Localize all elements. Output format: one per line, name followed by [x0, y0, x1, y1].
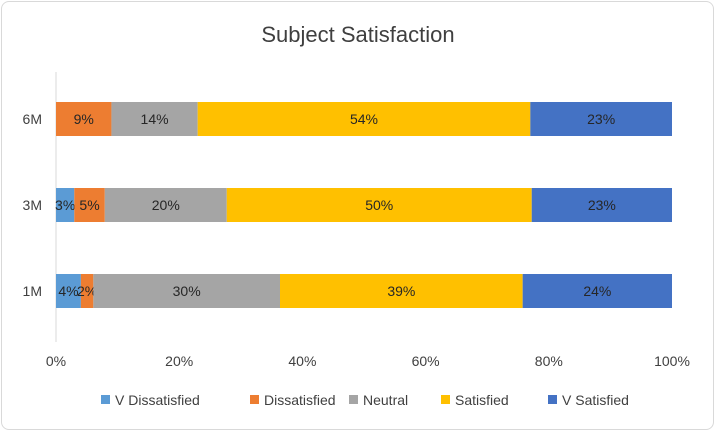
bar-3m-v-dissatisfied	[56, 188, 75, 222]
legend-swatch-neutral	[349, 395, 358, 404]
legend-swatch-dissatisfied	[250, 395, 259, 404]
data-label-3m-v-dissatisfied: 3%	[55, 197, 75, 213]
bar-3m-neutral	[104, 188, 227, 222]
bar-1m-dissatisfied	[80, 274, 94, 308]
category-label-6m: 6M	[23, 111, 42, 127]
data-label-6m-neutral: 14%	[141, 111, 169, 127]
legend-swatch-satisfied	[441, 395, 450, 404]
data-label-6m-v-satisfied: 23%	[587, 111, 615, 127]
bar-1m-neutral	[93, 274, 280, 308]
bar-3m-v-satisfied	[531, 188, 672, 222]
data-label-3m-v-satisfied: 23%	[588, 197, 616, 213]
x-tick-label: 60%	[412, 353, 440, 369]
x-tick-label: 20%	[165, 353, 193, 369]
data-label-6m-satisfied: 54%	[350, 111, 378, 127]
legend-label-v-dissatisfied: V Dissatisfied	[115, 392, 200, 408]
data-label-1m-v-dissatisfied: 4%	[58, 283, 78, 299]
data-label-3m-dissatisfied: 5%	[79, 197, 99, 213]
legend-label-dissatisfied: Dissatisfied	[264, 392, 336, 408]
x-tick-label: 40%	[288, 353, 316, 369]
bar-6m-satisfied	[197, 102, 531, 136]
bar-6m-neutral	[111, 102, 198, 136]
data-label-3m-satisfied: 50%	[365, 197, 393, 213]
data-label-3m-neutral: 20%	[152, 197, 180, 213]
bar-1m-v-satisfied	[522, 274, 672, 308]
bar-1m-v-dissatisfied	[56, 274, 81, 308]
data-label-1m-dissatisfied: 2%	[77, 283, 97, 299]
data-label-1m-neutral: 30%	[173, 283, 201, 299]
x-tick-label: 100%	[654, 353, 690, 369]
category-label-1m: 1M	[23, 283, 42, 299]
data-label-6m-dissatisfied: 9%	[74, 111, 94, 127]
legend: V Dissatisfied Dissatisfied Neutral Satisfi…	[101, 392, 629, 408]
legend-swatch-v-dissatisfied	[101, 395, 110, 404]
bar-3m-dissatisfied	[74, 188, 105, 222]
legend-swatch-v-satisfied	[548, 395, 557, 404]
chart-title: Subject Satisfaction	[261, 22, 454, 47]
category-label-3m: 3M	[23, 197, 42, 213]
legend-label-v-satisfied: V Satisfied	[562, 392, 629, 408]
legend-label-satisfied: Satisfied	[455, 392, 509, 408]
x-tick-label: 80%	[535, 353, 563, 369]
data-label-1m-satisfied: 39%	[387, 283, 415, 299]
data-label-1m-v-satisfied: 24%	[583, 283, 611, 299]
bar-6m-v-satisfied	[530, 102, 672, 136]
bar-1m-satisfied	[280, 274, 523, 308]
legend-label-neutral: Neutral	[363, 392, 408, 408]
bar-6m-dissatisfied	[56, 102, 112, 136]
bar-3m-satisfied	[226, 188, 532, 222]
x-tick-label: 0%	[46, 353, 66, 369]
